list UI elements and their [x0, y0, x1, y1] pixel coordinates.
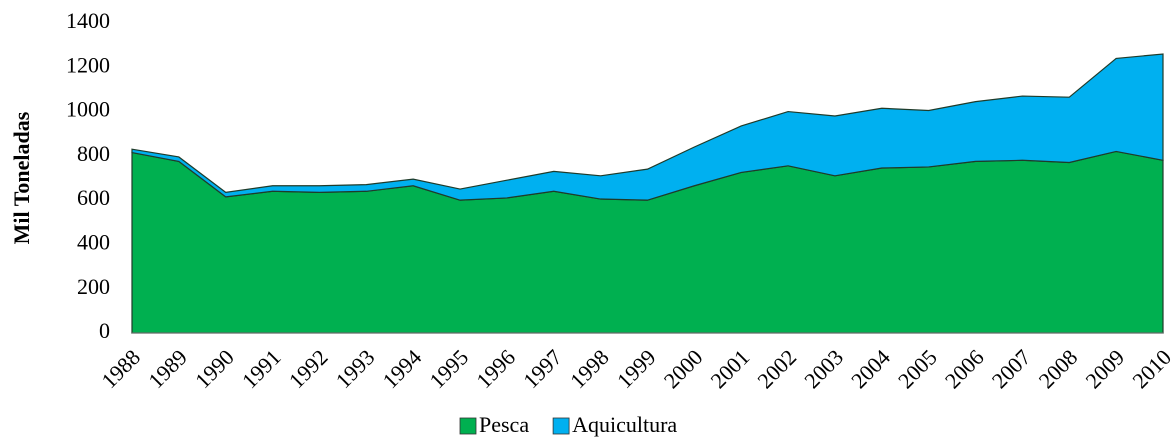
area	[131, 53, 1164, 201]
x-tick-label: 2006	[940, 344, 989, 393]
y-tick-label: 200	[77, 274, 110, 299]
y-tick-label: 600	[77, 185, 110, 210]
x-tick-label: 2008	[1034, 344, 1083, 393]
x-tick-label: 2003	[799, 344, 848, 393]
x-tick-label: 1988	[96, 344, 145, 393]
x-tick-label: 2001	[706, 344, 755, 393]
x-tick-label: 1993	[331, 344, 380, 393]
y-tick-label: 0	[99, 318, 110, 343]
x-tick-label: 2007	[987, 344, 1036, 393]
y-tick-label: 1000	[66, 97, 110, 122]
x-tick-label: 1990	[190, 344, 239, 393]
y-tick-label: 1200	[66, 52, 110, 77]
x-tick-label: 1991	[237, 344, 286, 393]
x-tick-label: 1997	[518, 344, 567, 393]
legend-swatch	[552, 417, 570, 435]
x-tick-label: 1995	[424, 344, 473, 393]
x-tick-label: 2010	[1127, 344, 1171, 393]
y-tick-label: 800	[77, 141, 110, 166]
legend-label: Pesca	[479, 412, 529, 437]
x-tick-label: 1996	[471, 344, 520, 393]
x-tick-label: 2002	[752, 344, 801, 393]
x-tick-label: 2004	[846, 344, 895, 393]
y-tick-label: 400	[77, 229, 110, 254]
x-tick-label: 1989	[143, 344, 192, 393]
x-tick-label: 2000	[659, 344, 708, 393]
x-tick-label: 2005	[893, 344, 942, 393]
x-tick-label: 1994	[377, 344, 426, 393]
y-axis-label: Mil Toneladas	[9, 111, 34, 244]
y-tick-label: 1400	[66, 8, 110, 33]
x-tick-label: 1992	[284, 344, 333, 393]
legend-label: Aquicultura	[572, 412, 677, 437]
legend-swatch	[459, 417, 477, 435]
x-tick-label: 1999	[612, 344, 661, 393]
x-tick-label: 2009	[1080, 344, 1129, 393]
x-tick-label: 1998	[565, 344, 614, 393]
